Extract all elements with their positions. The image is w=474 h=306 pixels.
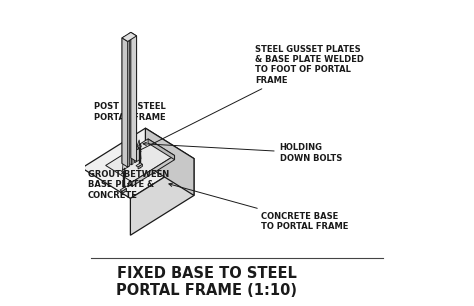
Polygon shape — [121, 170, 125, 172]
Polygon shape — [148, 139, 174, 160]
Polygon shape — [122, 38, 128, 167]
Polygon shape — [122, 149, 128, 170]
Text: PORTAL FRAME (1:10): PORTAL FRAME (1:10) — [116, 283, 297, 298]
Text: HOLDING
DOWN BOLTS: HOLDING DOWN BOLTS — [143, 142, 342, 163]
Polygon shape — [137, 146, 141, 150]
Text: POST OF STEEL
PORTAL FRAME: POST OF STEEL PORTAL FRAME — [94, 102, 165, 121]
Polygon shape — [130, 159, 194, 235]
Polygon shape — [136, 163, 143, 167]
Text: FIXED BASE TO STEEL: FIXED BASE TO STEEL — [117, 266, 296, 281]
Polygon shape — [120, 187, 127, 191]
Polygon shape — [131, 38, 133, 165]
Polygon shape — [126, 35, 131, 165]
Polygon shape — [131, 32, 137, 162]
Polygon shape — [122, 188, 127, 193]
Polygon shape — [146, 128, 194, 196]
Text: GROUT BETWEEN
BASE PLATE &
CONCRETE: GROUT BETWEEN BASE PLATE & CONCRETE — [88, 170, 169, 200]
Text: CONCRETE BASE
TO PORTAL FRAME: CONCRETE BASE TO PORTAL FRAME — [169, 183, 349, 231]
Polygon shape — [106, 139, 174, 182]
Polygon shape — [82, 128, 194, 198]
Polygon shape — [132, 155, 174, 186]
Text: STEEL GUSSET PLATES
& BASE PLATE WELDED
TO FOOT OF PORTAL
FRAME: STEEL GUSSET PLATES & BASE PLATE WELDED … — [137, 45, 364, 151]
Polygon shape — [128, 40, 130, 167]
Polygon shape — [137, 145, 141, 148]
Polygon shape — [129, 32, 131, 159]
Polygon shape — [135, 36, 137, 163]
Polygon shape — [137, 140, 141, 162]
Polygon shape — [122, 37, 124, 163]
Polygon shape — [121, 170, 125, 174]
Polygon shape — [122, 32, 137, 41]
Polygon shape — [138, 164, 143, 169]
